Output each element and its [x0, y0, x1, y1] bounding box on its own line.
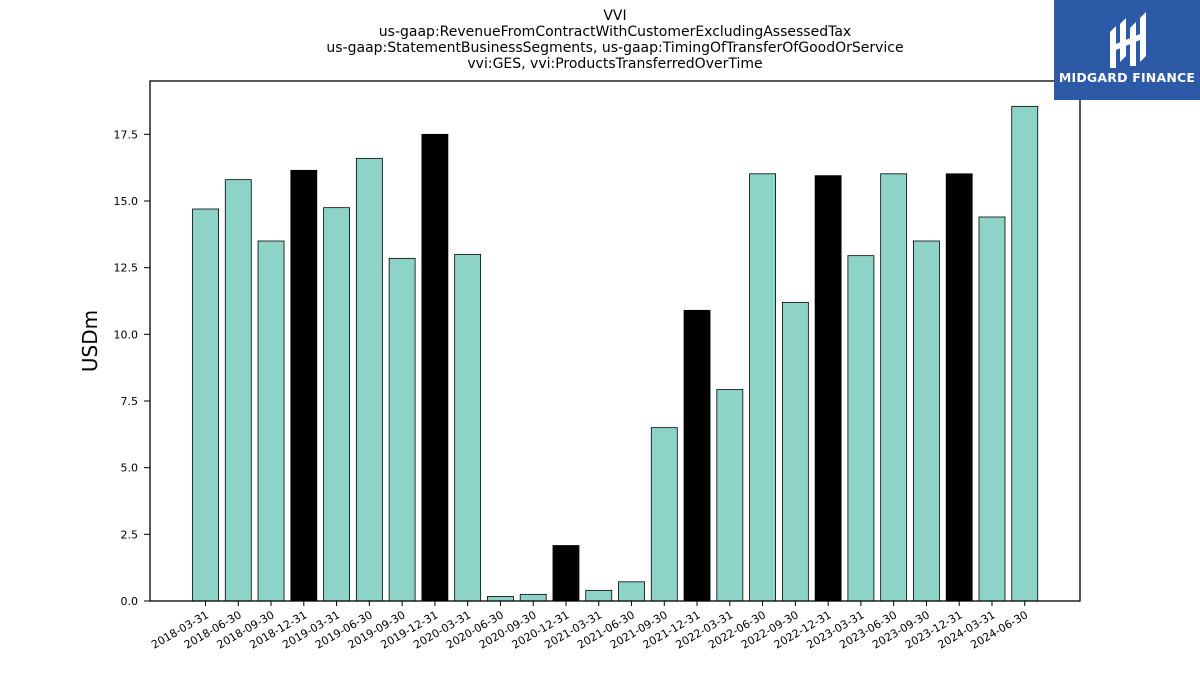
y-tick-label: 2.5: [121, 528, 139, 541]
brand-name: MIDGARD FINANCE: [1058, 70, 1196, 85]
y-tick-label: 17.5: [114, 128, 139, 141]
chart-title: VVIus-gaap:RevenueFromContractWithCustom…: [326, 8, 903, 72]
y-tick-label: 15.0: [114, 195, 139, 208]
bar-2024-06-30: [1011, 105, 1039, 602]
bar-2021-09-30: [650, 427, 678, 602]
bar-2019-09-30: [388, 257, 416, 602]
bar-2018-12-31: [290, 169, 318, 602]
bar-2022-03-31: [716, 389, 744, 602]
y-tick-label: 0.0: [121, 595, 139, 608]
y-axis-label: USDm: [78, 310, 102, 372]
bar-2023-12-31: [945, 173, 973, 602]
bar-2018-06-30: [224, 179, 252, 602]
bar-2022-06-30: [749, 173, 776, 602]
plot-frame: [149, 80, 1081, 602]
bar-2018-09-30: [257, 240, 285, 602]
bar-2020-12-31: [552, 545, 580, 602]
bar-2022-12-31: [814, 175, 842, 602]
bar-2018-03-31: [192, 208, 219, 602]
bar-2020-03-31: [454, 253, 482, 602]
bar-2019-06-30: [355, 157, 383, 602]
bar-2023-03-31: [847, 255, 875, 602]
bar-2019-03-31: [323, 207, 350, 602]
bar-2021-12-31: [683, 309, 711, 602]
y-tick-label: 7.5: [121, 395, 139, 408]
bar-2021-03-31: [585, 589, 613, 602]
bar-2022-09-30: [781, 301, 809, 602]
midgard-logo-icon: [1110, 12, 1146, 68]
bars-group: [192, 105, 1039, 602]
title-line-1: us-gaap:RevenueFromContractWithCustomerE…: [379, 24, 851, 40]
x-axis-ticks: 2018-03-312018-06-302018-09-302018-12-31…: [149, 601, 1030, 652]
bar-2024-03-31: [978, 216, 1006, 602]
title-line-0: VVI: [603, 8, 626, 24]
brand-logo: MIDGARD FINANCE: [1054, 0, 1200, 100]
bar-2023-09-30: [913, 240, 940, 602]
title-line-2: us-gaap:StatementBusinessSegments, us-ga…: [326, 40, 903, 56]
title-line-3: vvi:GES, vvi:ProductsTransferredOverTime: [467, 56, 762, 72]
y-axis-ticks: 0.0 2.5 5.0 7.5 10.0 12.5 15.0 17.5: [114, 128, 150, 608]
bar-2021-06-30: [618, 581, 645, 602]
bar-2020-09-30: [519, 593, 547, 602]
bar-2020-06-30: [487, 596, 514, 602]
bar-2019-12-31: [421, 133, 449, 602]
bar-2023-06-30: [880, 173, 908, 602]
y-tick-label: 12.5: [114, 262, 139, 275]
y-tick-label: 5.0: [121, 462, 139, 475]
y-tick-label: 10.0: [114, 328, 139, 341]
